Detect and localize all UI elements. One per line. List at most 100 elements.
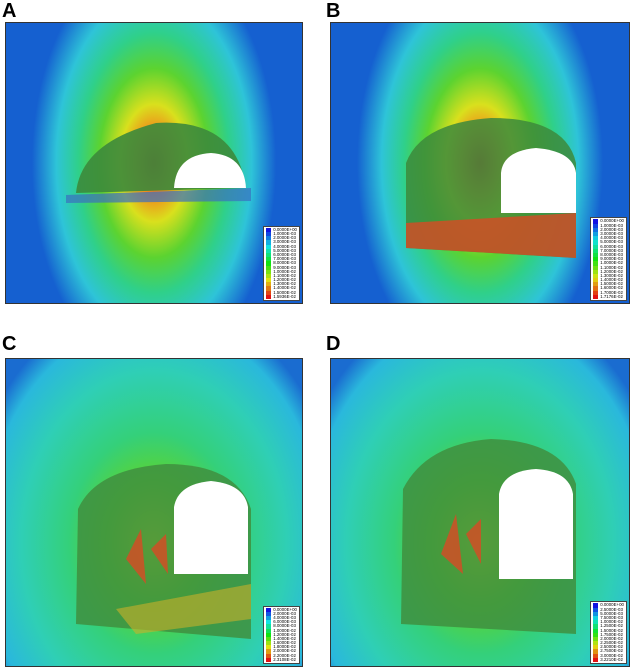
legend-entry: 3.0000E-02 xyxy=(593,652,624,658)
legend-entry: 1.6000E-02 xyxy=(266,640,297,646)
legend-entry: 2.7500E-02 xyxy=(593,648,624,654)
legend-label: 1.1000E-02 xyxy=(273,272,296,278)
legend-swatch xyxy=(266,657,272,662)
panel: 0.0000E+00 1.0000E-03 2.0000E-03 3.0000E-03… xyxy=(330,22,630,304)
legend-swatch xyxy=(593,273,599,279)
legend-swatch xyxy=(593,603,599,608)
legend-label: 2.0000E-03 xyxy=(600,226,623,232)
contour xyxy=(6,23,302,303)
legend-entry: 2.0000E-02 xyxy=(266,648,297,654)
legend-swatch xyxy=(266,248,272,253)
legend-entry: 3.0000E-03 xyxy=(266,240,297,245)
legend-label: 8.0000E-03 xyxy=(273,260,296,266)
legend-entry: 1.2000E-02 xyxy=(266,277,297,283)
legend-entry: 3.2210E-02 xyxy=(593,656,624,662)
legend-swatch xyxy=(593,657,599,662)
legend-entry: 1.2000E-02 xyxy=(266,631,297,637)
legend-label: 3.2210E-02 xyxy=(600,656,623,662)
legend: 0.0000E+00 2.5000E-03 5.0000E-03 7.5000E-03… xyxy=(590,601,627,664)
legend-entry: 5.0000E-03 xyxy=(593,611,624,616)
panel-label: A xyxy=(2,0,17,22)
legend-label: 6.0000E-03 xyxy=(273,251,296,257)
legend-entry: 1.7000E-02 xyxy=(593,289,624,295)
legend-swatch xyxy=(593,624,599,629)
legend-label: 3.0000E-02 xyxy=(600,652,623,658)
legend-label: 9.0000E-03 xyxy=(600,256,623,262)
legend-entry: 1.1000E-02 xyxy=(593,265,624,270)
legend-entry: 2.0000E-03 xyxy=(593,226,624,232)
legend-entry: 1.2500E-02 xyxy=(593,624,624,629)
legend-entry: 0.0000E+00 xyxy=(266,227,297,232)
legend-label: 1.3000E-02 xyxy=(273,281,296,287)
legend-swatch xyxy=(593,620,599,625)
legend-swatch xyxy=(593,252,599,258)
legend-swatch xyxy=(593,261,599,266)
legend-label: 4.0000E-03 xyxy=(600,235,623,241)
legend-swatch xyxy=(266,261,272,266)
legend-label: 2.3108E-02 xyxy=(273,656,296,662)
legend-swatch xyxy=(266,615,272,621)
legend-entry: 8.0000E-03 xyxy=(593,252,624,258)
legend-swatch xyxy=(593,248,599,253)
legend-entry: 2.5000E-03 xyxy=(593,607,624,612)
legend-entry: 4.0000E-03 xyxy=(266,243,297,249)
legend-label: 1.0000E-02 xyxy=(600,260,623,266)
legend-swatch xyxy=(266,232,272,237)
legend-swatch xyxy=(593,257,599,262)
legend-entry: 2.3108E-02 xyxy=(266,656,297,662)
legend-label: 0.0000E+00 xyxy=(600,602,624,608)
legend-label: 9.0000E-03 xyxy=(273,264,296,270)
legend-entry: 2.5000E-02 xyxy=(593,644,624,650)
legend-swatch xyxy=(593,223,599,228)
legend-swatch xyxy=(266,649,272,654)
legend-swatch xyxy=(266,607,272,612)
legend-swatch xyxy=(593,290,599,295)
legend-label: 1.3000E-02 xyxy=(600,272,623,278)
panel-label: B xyxy=(326,0,341,22)
legend-label: 4.0000E-03 xyxy=(273,243,296,249)
panel-label: D xyxy=(326,333,341,355)
legend-entry: 1.0000E-02 xyxy=(593,619,624,625)
legend-entry: 1.4000E-02 xyxy=(593,277,624,283)
legend-swatch xyxy=(266,632,272,637)
legend-label: 1.4000E-02 xyxy=(600,277,623,283)
legend-label: 1.2000E-02 xyxy=(273,631,296,637)
legend-swatch xyxy=(266,278,272,283)
legend-label: 8.0000E-03 xyxy=(273,623,296,629)
legend-entry: 1.7500E-02 xyxy=(593,632,624,637)
legend-swatch xyxy=(593,265,599,270)
legend-swatch xyxy=(266,273,272,279)
legend-entry: 9.0000E-03 xyxy=(266,264,297,270)
legend-label: 1.4000E-02 xyxy=(273,635,296,641)
legend-entry: 1.7176E-02 xyxy=(593,294,624,299)
legend-label: 1.6000E-02 xyxy=(273,640,296,646)
legend-entry: 6.0000E-03 xyxy=(593,243,624,249)
legend-swatch xyxy=(593,219,599,224)
legend-label: 1.8000E-02 xyxy=(273,644,296,650)
legend-label: 1.7000E-02 xyxy=(600,289,623,295)
legend-label: 2.5000E-02 xyxy=(600,644,623,650)
legend-label: 1.0000E-02 xyxy=(273,627,296,633)
legend-label: 2.7500E-02 xyxy=(600,648,623,654)
legend-label: 2.0000E-02 xyxy=(273,648,296,654)
legend-label: 2.0000E-03 xyxy=(273,235,296,241)
legend-swatch xyxy=(266,636,272,642)
legend-swatch xyxy=(593,649,599,654)
legend-swatch xyxy=(593,278,599,283)
legend-label: 6.0000E-03 xyxy=(600,243,623,249)
legend-swatch xyxy=(593,269,599,274)
legend-entry: 1.5000E-02 xyxy=(266,290,297,295)
legend-entry: 3.0000E-03 xyxy=(593,231,624,237)
legend-entry: 1.0000E-02 xyxy=(266,627,297,633)
legend-entry: 1.4000E-02 xyxy=(266,286,297,291)
legend-label: 1.5936E-02 xyxy=(273,293,296,299)
legend-entry: 0.0000E+00 xyxy=(593,602,624,608)
legend-entry: 0.0000E+00 xyxy=(266,607,297,612)
legend-swatch xyxy=(266,294,272,299)
legend-entry: 1.3000E-02 xyxy=(593,272,624,279)
legend-label: 5.0000E-03 xyxy=(273,247,296,253)
legend-swatch xyxy=(266,282,272,287)
contour xyxy=(331,23,629,303)
legend-swatch xyxy=(593,236,599,241)
legend-swatch xyxy=(266,257,272,262)
